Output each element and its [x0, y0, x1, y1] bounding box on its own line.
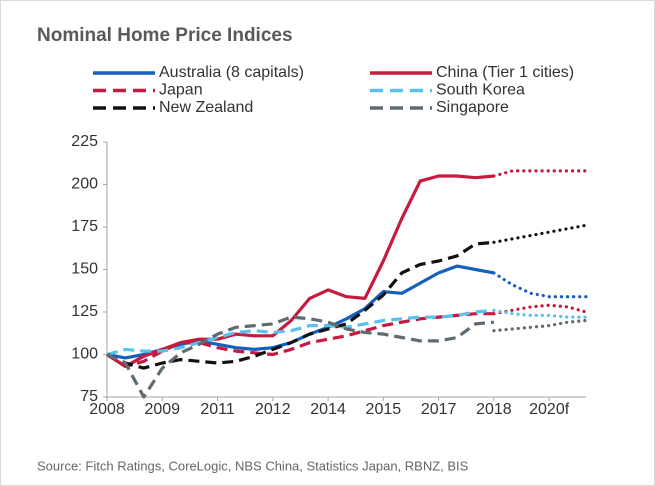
- x-tick-label: 2018: [476, 401, 512, 418]
- y-tick-label: 175: [71, 218, 98, 235]
- x-tick-label: 2017: [421, 401, 457, 418]
- legend-label: South Korea: [436, 82, 525, 99]
- x-tick-label: 2011: [200, 401, 235, 418]
- forecast-line: [492, 271, 588, 299]
- y-tick-label: 150: [71, 261, 98, 278]
- x-tick-label: 2009: [144, 401, 180, 418]
- legend-label: New Zealand: [159, 99, 253, 116]
- x-tick-label: 2015: [366, 401, 402, 418]
- chart-title: Nominal Home Price Indices: [37, 25, 293, 46]
- x-tick-label: 2012: [255, 401, 291, 418]
- source-note: Source: Fitch Ratings, CoreLogic, NBS Ch…: [37, 458, 469, 473]
- legend-label: Japan: [159, 82, 203, 99]
- series-line: [106, 308, 495, 357]
- y-tick-label: 100: [71, 346, 98, 363]
- y-tick-label: 225: [71, 133, 98, 150]
- x-tick-label: 2014: [310, 401, 346, 418]
- legend-label: China (Tier 1 cities): [436, 64, 574, 81]
- forecast-line: [492, 223, 588, 244]
- y-tick-label: 75: [80, 388, 98, 405]
- y-tick-label: 125: [71, 303, 98, 320]
- legend-label: Australia (8 capitals): [159, 64, 304, 81]
- series-line: [106, 315, 495, 399]
- y-tick-label: 200: [71, 176, 98, 193]
- series-line: [106, 312, 494, 368]
- legend-label: Singapore: [436, 99, 509, 116]
- x-tick-label: 2020f: [529, 401, 570, 418]
- x-tick-label: 2008: [89, 401, 125, 418]
